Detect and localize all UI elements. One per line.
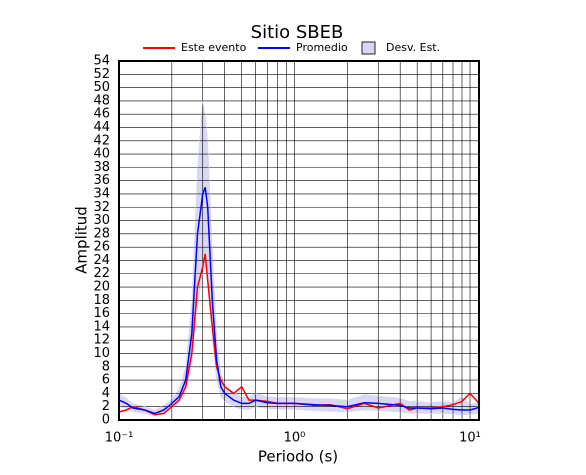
y-tick-label: 52	[93, 67, 110, 82]
y-tick-label: 0	[102, 413, 110, 428]
y-tick-label: 42	[93, 133, 110, 148]
y-tick-label: 14	[93, 319, 110, 334]
y-tick-label: 46	[93, 107, 110, 122]
series-line	[118, 187, 480, 415]
y-tick-label: 4	[102, 386, 110, 401]
y-tick-label: 38	[93, 160, 110, 175]
y-tick-label: 24	[93, 253, 110, 268]
y-tick-label: 34	[93, 186, 110, 201]
y-tick-label: 48	[93, 93, 110, 108]
legend-label: Promedio	[296, 41, 348, 54]
y-tick-label: 30	[93, 213, 110, 228]
y-tick-label: 36	[93, 173, 110, 188]
y-tick-label: 32	[93, 200, 110, 215]
y-tick-label: 26	[93, 240, 110, 255]
x-axis-label: Periodo (s)	[258, 448, 338, 466]
y-tick-label: 50	[93, 80, 110, 95]
y-tick-label: 28	[93, 226, 110, 241]
y-axis-label: Amplitud	[73, 206, 91, 274]
x-tick-label: 10⁰	[284, 431, 306, 446]
y-tick-label: 10	[93, 346, 110, 361]
y-tick-label: 54	[93, 54, 110, 69]
y-tick-label: 22	[93, 266, 110, 281]
std-band	[119, 100, 479, 417]
x-tick-label: 10¹	[459, 431, 481, 446]
plot-frame	[118, 60, 480, 421]
series-line	[118, 253, 480, 416]
x-tick-label: 10⁻¹	[105, 431, 134, 446]
y-tick-label: 16	[93, 306, 110, 321]
band-edge	[118, 266, 480, 417]
y-tick-label: 6	[102, 373, 110, 388]
band-edge	[118, 100, 480, 411]
y-tick-label: 20	[93, 280, 110, 295]
y-tick-label: 12	[93, 333, 110, 348]
y-tick-label: 18	[93, 293, 110, 308]
legend-label: Desv. Est.	[386, 41, 440, 54]
y-tick-label: 8	[102, 359, 110, 374]
y-tick-label: 40	[93, 147, 110, 162]
y-tick-label: 2	[102, 399, 110, 414]
legend-swatch	[361, 41, 376, 55]
y-tick-label: 44	[93, 120, 110, 135]
chart-title: Sitio SBEB	[251, 22, 344, 43]
legend-label: Este evento	[181, 41, 247, 54]
